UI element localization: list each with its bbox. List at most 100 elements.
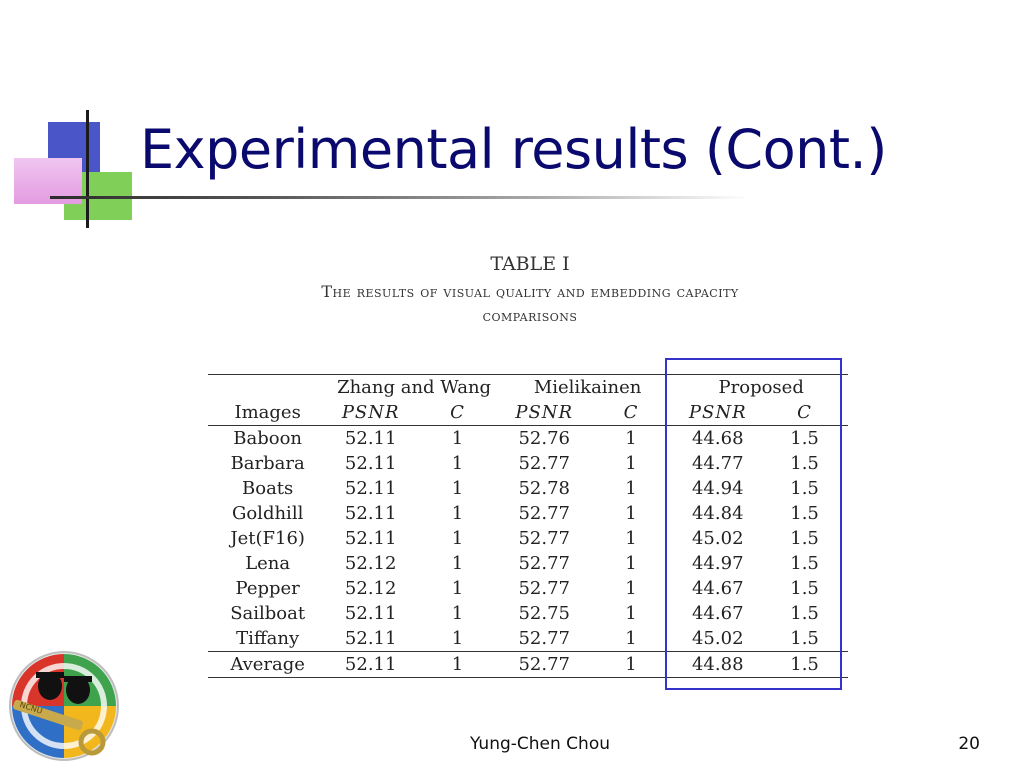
image-name-cell: Barbara: [230, 453, 305, 474]
table-row: Baboon 52.11 1 52.76 1 44.68 1.5: [208, 426, 848, 452]
image-name-cell: Baboon: [233, 428, 303, 449]
value-cell: 1: [451, 603, 464, 624]
value-cell: 1: [451, 528, 464, 549]
value-cell: 1.5: [790, 478, 819, 499]
group-header-zhang-wang: Zhang and Wang: [327, 374, 501, 400]
average-row: Average 52.11 1 52.77 1 44.88 1.5: [208, 651, 848, 678]
value-cell: 1: [451, 553, 464, 574]
image-name-cell: Sailboat: [230, 603, 306, 624]
value-cell: 52.12: [344, 553, 397, 574]
value-cell: 45.02: [691, 628, 744, 649]
column-header-psnr: PSNR: [500, 400, 588, 426]
image-name-cell: Tiffany: [236, 628, 300, 649]
value-cell: 1.5: [761, 651, 848, 678]
image-name-cell: Lena: [245, 553, 291, 574]
table-caption-number: TABLE I: [490, 253, 570, 275]
column-header-psnr: PSNR: [327, 400, 415, 426]
table-row: Barbara 52.11 1 52.77 1 44.77 1.5: [208, 451, 848, 476]
value-cell: 52.11: [327, 651, 415, 678]
value-cell: 52.11: [344, 628, 397, 649]
value-cell: 52.77: [518, 503, 570, 524]
table-group-header-row: Zhang and Wang Mielikainen Proposed: [208, 374, 848, 400]
value-cell: 44.94: [691, 478, 744, 499]
value-cell: 1: [625, 478, 637, 499]
value-cell: 52.77: [500, 651, 588, 678]
slide-title: Experimental results (Cont.): [140, 118, 887, 181]
value-cell: 1.5: [790, 603, 819, 624]
value-cell: 52.11: [344, 503, 397, 524]
table-caption-line2: The results of visual quality and embedd…: [321, 282, 739, 301]
value-cell: 1: [625, 578, 637, 599]
value-cell: 52.75: [518, 603, 570, 624]
value-cell: 1: [625, 503, 637, 524]
value-cell: 1: [625, 628, 637, 649]
value-cell: 1: [451, 428, 464, 449]
value-cell: 52.76: [518, 428, 570, 449]
slide-number: 20: [958, 734, 980, 754]
value-cell: 1: [451, 478, 464, 499]
value-cell: 45.02: [691, 528, 744, 549]
value-cell: 52.77: [518, 553, 570, 574]
value-cell: 44.97: [691, 553, 744, 574]
value-cell: 52.77: [518, 453, 570, 474]
value-cell: 52.77: [518, 528, 570, 549]
value-cell: 1: [587, 651, 675, 678]
image-name-cell: Average: [208, 651, 328, 678]
value-cell: 1: [414, 651, 501, 678]
value-cell: 1: [451, 628, 464, 649]
value-cell: 44.77: [691, 453, 744, 474]
value-cell: 52.11: [344, 528, 397, 549]
footer-author: Yung-Chen Chou: [469, 734, 610, 754]
value-cell: 1.5: [790, 428, 819, 449]
value-cell: 1: [451, 453, 464, 474]
value-cell: 52.11: [344, 478, 397, 499]
table-row: Sailboat 52.11 1 52.75 1 44.67 1.5: [208, 601, 848, 626]
proposed-highlight-box: [665, 358, 842, 690]
value-cell: 52.11: [344, 428, 397, 449]
value-cell: 1: [625, 553, 637, 574]
value-cell: 1.5: [790, 578, 819, 599]
value-cell: 1.5: [790, 503, 819, 524]
value-cell: 1.5: [790, 628, 819, 649]
column-header-c: C: [587, 400, 675, 426]
table-row: Jet(F16) 52.11 1 52.77 1 45.02 1.5: [208, 526, 848, 551]
value-cell: 1: [625, 603, 637, 624]
column-header-c: C: [761, 400, 848, 426]
value-cell: 52.12: [344, 578, 397, 599]
value-cell: 1: [625, 428, 637, 449]
value-cell: 52.78: [518, 478, 570, 499]
results-table: Zhang and Wang Mielikainen Proposed Imag…: [208, 374, 848, 678]
group-header-proposed: Proposed: [674, 374, 848, 400]
value-cell: 52.77: [518, 578, 570, 599]
value-cell: 52.11: [344, 603, 397, 624]
table-row: Tiffany 52.11 1 52.77 1 45.02 1.5: [208, 626, 848, 652]
value-cell: 44.88: [674, 651, 762, 678]
decor-vertical-line: [86, 110, 89, 228]
value-cell: 44.67: [691, 578, 744, 599]
group-header-mielikainen: Mielikainen: [500, 374, 675, 400]
value-cell: 44.68: [691, 428, 744, 449]
value-cell: 1.5: [790, 528, 819, 549]
value-cell: 44.67: [691, 603, 744, 624]
image-name-cell: Goldhill: [231, 503, 304, 524]
table-row: Lena 52.12 1 52.77 1 44.97 1.5: [208, 551, 848, 576]
university-logo: NCNU: [9, 651, 119, 761]
table-row: Pepper 52.12 1 52.77 1 44.67 1.5: [208, 576, 848, 601]
value-cell: 1: [451, 503, 464, 524]
column-header-psnr: PSNR: [674, 400, 762, 426]
table-column-header-row: Images PSNR C PSNR C PSNR C: [208, 400, 848, 426]
table-caption-line3: comparisons: [482, 306, 578, 325]
column-header-c: C: [414, 400, 501, 426]
value-cell: 1.5: [790, 553, 819, 574]
image-name-cell: Pepper: [235, 578, 300, 599]
image-name-cell: Jet(F16): [230, 528, 305, 549]
column-header-images: Images: [208, 400, 328, 426]
image-name-cell: Boats: [242, 478, 294, 499]
table-row: Goldhill 52.11 1 52.77 1 44.84 1.5: [208, 501, 848, 526]
value-cell: 52.77: [518, 628, 570, 649]
value-cell: 44.84: [691, 503, 744, 524]
value-cell: 1: [451, 578, 464, 599]
value-cell: 1: [625, 453, 637, 474]
value-cell: 1: [625, 528, 637, 549]
value-cell: 1.5: [790, 453, 819, 474]
